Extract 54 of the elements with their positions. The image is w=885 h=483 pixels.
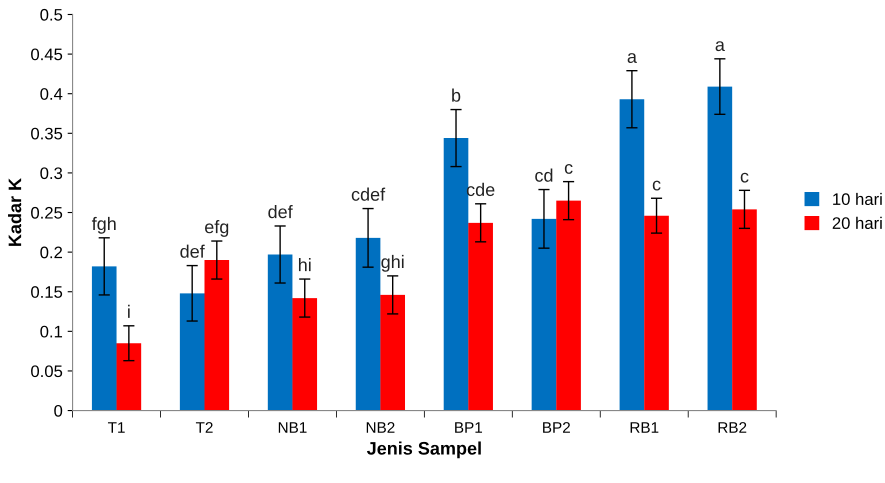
bar: [180, 293, 204, 411]
bar: [92, 266, 117, 411]
data-label: cdef: [352, 188, 386, 201]
bar: [468, 222, 493, 411]
data-label: i: [128, 304, 130, 318]
x-axis-title: Jenis Sampel: [366, 441, 481, 458]
data-label: fgh: [92, 216, 116, 234]
bar: [380, 294, 406, 411]
legend-label: 20 hari: [832, 216, 882, 230]
y-tick-label: 0.2: [40, 246, 62, 258]
data-label: c: [740, 172, 749, 183]
data-label: efg: [205, 220, 228, 237]
bar: [268, 254, 292, 411]
data-label: b: [452, 88, 460, 102]
y-tick-label: 0.45: [31, 48, 62, 60]
data-label: ghi: [381, 254, 404, 272]
bar: [620, 99, 644, 411]
bar: [444, 138, 468, 411]
y-tick-label: 0: [54, 404, 62, 417]
bar: [644, 216, 669, 411]
data-label: c: [564, 164, 573, 174]
data-label: a: [628, 53, 637, 63]
data-label: a: [716, 41, 725, 52]
y-tick-label: 0.3: [40, 167, 62, 180]
x-tick-label: T1: [108, 422, 125, 433]
y-tick-label: 0.05: [31, 365, 62, 378]
bar: [356, 238, 380, 411]
bar: [556, 200, 581, 411]
bar: [708, 86, 732, 411]
x-tick-label: BP2: [543, 422, 570, 433]
y-tick-label: 0.1: [40, 326, 62, 338]
y-tick-label: 0.15: [31, 286, 62, 298]
y-tick-label: 0.5: [40, 8, 62, 21]
x-tick-label: RB1: [630, 422, 658, 433]
bar: [116, 343, 142, 411]
data-label: def: [180, 244, 205, 258]
x-tick-label: BP1: [455, 422, 482, 433]
bar: [732, 209, 757, 411]
bar: [292, 298, 318, 411]
bar: [204, 260, 230, 411]
data-label: def: [268, 204, 293, 218]
bar: [532, 218, 556, 411]
x-tick-label: NB1: [278, 422, 307, 433]
data-label: hi: [298, 258, 311, 272]
x-tick-label: NB2: [366, 422, 394, 433]
y-tick-label: 0.25: [31, 206, 62, 219]
y-tick-label: 0.4: [40, 88, 62, 100]
x-tick-label: T2: [196, 422, 213, 433]
data-label: c: [652, 180, 661, 191]
y-axis-title: Kadar K: [8, 178, 22, 246]
x-tick-label: RB2: [718, 422, 746, 433]
legend-label: 10 hari: [833, 192, 882, 206]
data-label: cd: [535, 168, 552, 182]
y-tick-label: 0.35: [31, 128, 62, 140]
